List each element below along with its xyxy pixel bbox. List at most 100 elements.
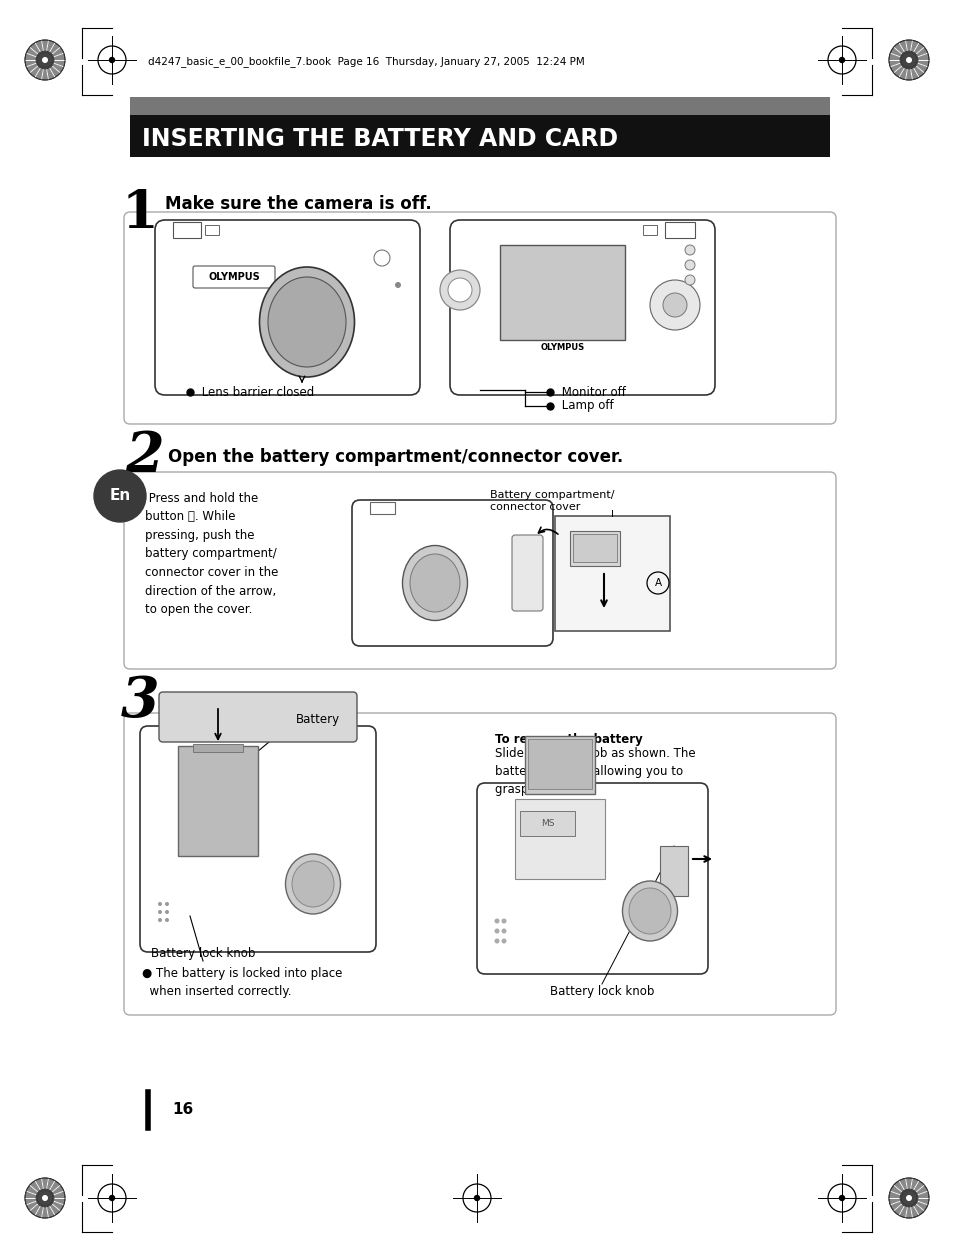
Circle shape xyxy=(110,58,114,63)
Circle shape xyxy=(839,1195,843,1200)
Circle shape xyxy=(158,918,162,922)
Bar xyxy=(205,225,219,235)
Text: Insert the battery.: Insert the battery. xyxy=(165,693,337,711)
Bar xyxy=(555,516,669,632)
Bar xyxy=(130,114,829,157)
Circle shape xyxy=(37,52,53,68)
Bar xyxy=(524,736,595,794)
Bar xyxy=(642,225,657,235)
Circle shape xyxy=(36,52,54,69)
Circle shape xyxy=(501,918,506,923)
Text: Lens barrier closed: Lens barrier closed xyxy=(198,385,314,399)
Circle shape xyxy=(501,938,506,944)
Circle shape xyxy=(165,918,169,922)
Text: 1: 1 xyxy=(121,187,158,239)
Circle shape xyxy=(839,58,843,63)
Circle shape xyxy=(165,910,169,915)
Text: A: A xyxy=(654,577,660,587)
Bar xyxy=(130,97,829,114)
Circle shape xyxy=(900,1190,916,1206)
FancyBboxPatch shape xyxy=(140,726,375,952)
Text: OLYMPUS: OLYMPUS xyxy=(540,343,584,352)
Circle shape xyxy=(900,52,916,68)
Circle shape xyxy=(42,57,48,63)
Ellipse shape xyxy=(402,546,467,620)
Bar xyxy=(370,502,395,515)
Text: INSERTING THE BATTERY AND CARD: INSERTING THE BATTERY AND CARD xyxy=(142,127,618,151)
FancyBboxPatch shape xyxy=(124,713,835,1015)
Circle shape xyxy=(899,1189,917,1206)
Ellipse shape xyxy=(628,888,670,933)
Ellipse shape xyxy=(410,554,459,611)
Ellipse shape xyxy=(622,881,677,941)
Bar xyxy=(569,531,619,566)
Text: Press and hold the
button Ⓐ. While
pressing, push the
battery compartment/
conne: Press and hold the button Ⓐ. While press… xyxy=(145,492,278,616)
Text: Battery lock knob: Battery lock knob xyxy=(549,985,654,998)
Text: Monitor off: Monitor off xyxy=(558,385,625,399)
Circle shape xyxy=(684,260,695,270)
Bar xyxy=(659,845,687,896)
Circle shape xyxy=(448,278,472,302)
Circle shape xyxy=(649,281,700,330)
Text: Slide the lock knob as shown. The
battery pops up allowing you to
grasp it.: Slide the lock knob as shown. The batter… xyxy=(495,747,695,796)
Bar xyxy=(527,738,592,789)
Circle shape xyxy=(43,58,48,63)
Circle shape xyxy=(395,282,400,288)
Circle shape xyxy=(494,938,499,944)
Circle shape xyxy=(158,910,162,915)
Circle shape xyxy=(905,58,910,63)
Bar xyxy=(515,799,604,879)
Circle shape xyxy=(888,40,928,81)
FancyBboxPatch shape xyxy=(512,535,542,611)
Text: 3: 3 xyxy=(121,673,159,728)
Circle shape xyxy=(684,276,695,286)
Text: En: En xyxy=(110,488,131,503)
Text: ● The battery is locked into place
  when inserted correctly.: ● The battery is locked into place when … xyxy=(142,967,342,998)
Circle shape xyxy=(662,293,686,317)
FancyBboxPatch shape xyxy=(193,265,274,288)
Text: Lamp off: Lamp off xyxy=(558,400,613,413)
Bar xyxy=(519,811,575,837)
Circle shape xyxy=(36,1189,54,1206)
Bar xyxy=(573,533,617,562)
Bar xyxy=(178,746,257,855)
Bar xyxy=(664,221,695,238)
Bar xyxy=(499,245,624,340)
FancyBboxPatch shape xyxy=(450,220,714,395)
Ellipse shape xyxy=(285,854,340,915)
Bar xyxy=(172,221,201,238)
Circle shape xyxy=(684,245,695,255)
Bar xyxy=(193,743,243,752)
Text: Battery lock knob: Battery lock knob xyxy=(151,947,254,961)
Text: Battery compartment/
connector cover: Battery compartment/ connector cover xyxy=(490,491,614,512)
Circle shape xyxy=(439,270,479,309)
Circle shape xyxy=(43,1195,48,1200)
Circle shape xyxy=(501,928,506,933)
Text: To remove the battery: To remove the battery xyxy=(495,733,642,746)
Text: d4247_basic_e_00_bookfile_7.book  Page 16  Thursday, January 27, 2005  12:24 PM: d4247_basic_e_00_bookfile_7.book Page 16… xyxy=(148,57,584,68)
FancyBboxPatch shape xyxy=(124,213,835,424)
Text: OLYMPUS: OLYMPUS xyxy=(208,272,259,282)
Circle shape xyxy=(42,1195,48,1201)
Circle shape xyxy=(888,1177,928,1218)
Circle shape xyxy=(25,40,65,81)
Ellipse shape xyxy=(259,267,355,377)
Circle shape xyxy=(494,918,499,923)
Circle shape xyxy=(905,1195,910,1200)
Circle shape xyxy=(37,1190,53,1206)
Text: 2: 2 xyxy=(126,429,164,483)
Text: MS: MS xyxy=(540,819,554,828)
FancyBboxPatch shape xyxy=(154,220,419,395)
Circle shape xyxy=(110,1195,114,1200)
Text: Make sure the camera is off.: Make sure the camera is off. xyxy=(165,195,432,213)
FancyBboxPatch shape xyxy=(352,499,553,647)
Ellipse shape xyxy=(292,860,334,907)
Ellipse shape xyxy=(268,277,346,367)
Text: Battery: Battery xyxy=(295,713,340,727)
Circle shape xyxy=(165,902,169,906)
Circle shape xyxy=(25,1177,65,1218)
Circle shape xyxy=(494,928,499,933)
Circle shape xyxy=(905,57,911,63)
Circle shape xyxy=(94,470,146,522)
FancyBboxPatch shape xyxy=(476,782,707,974)
